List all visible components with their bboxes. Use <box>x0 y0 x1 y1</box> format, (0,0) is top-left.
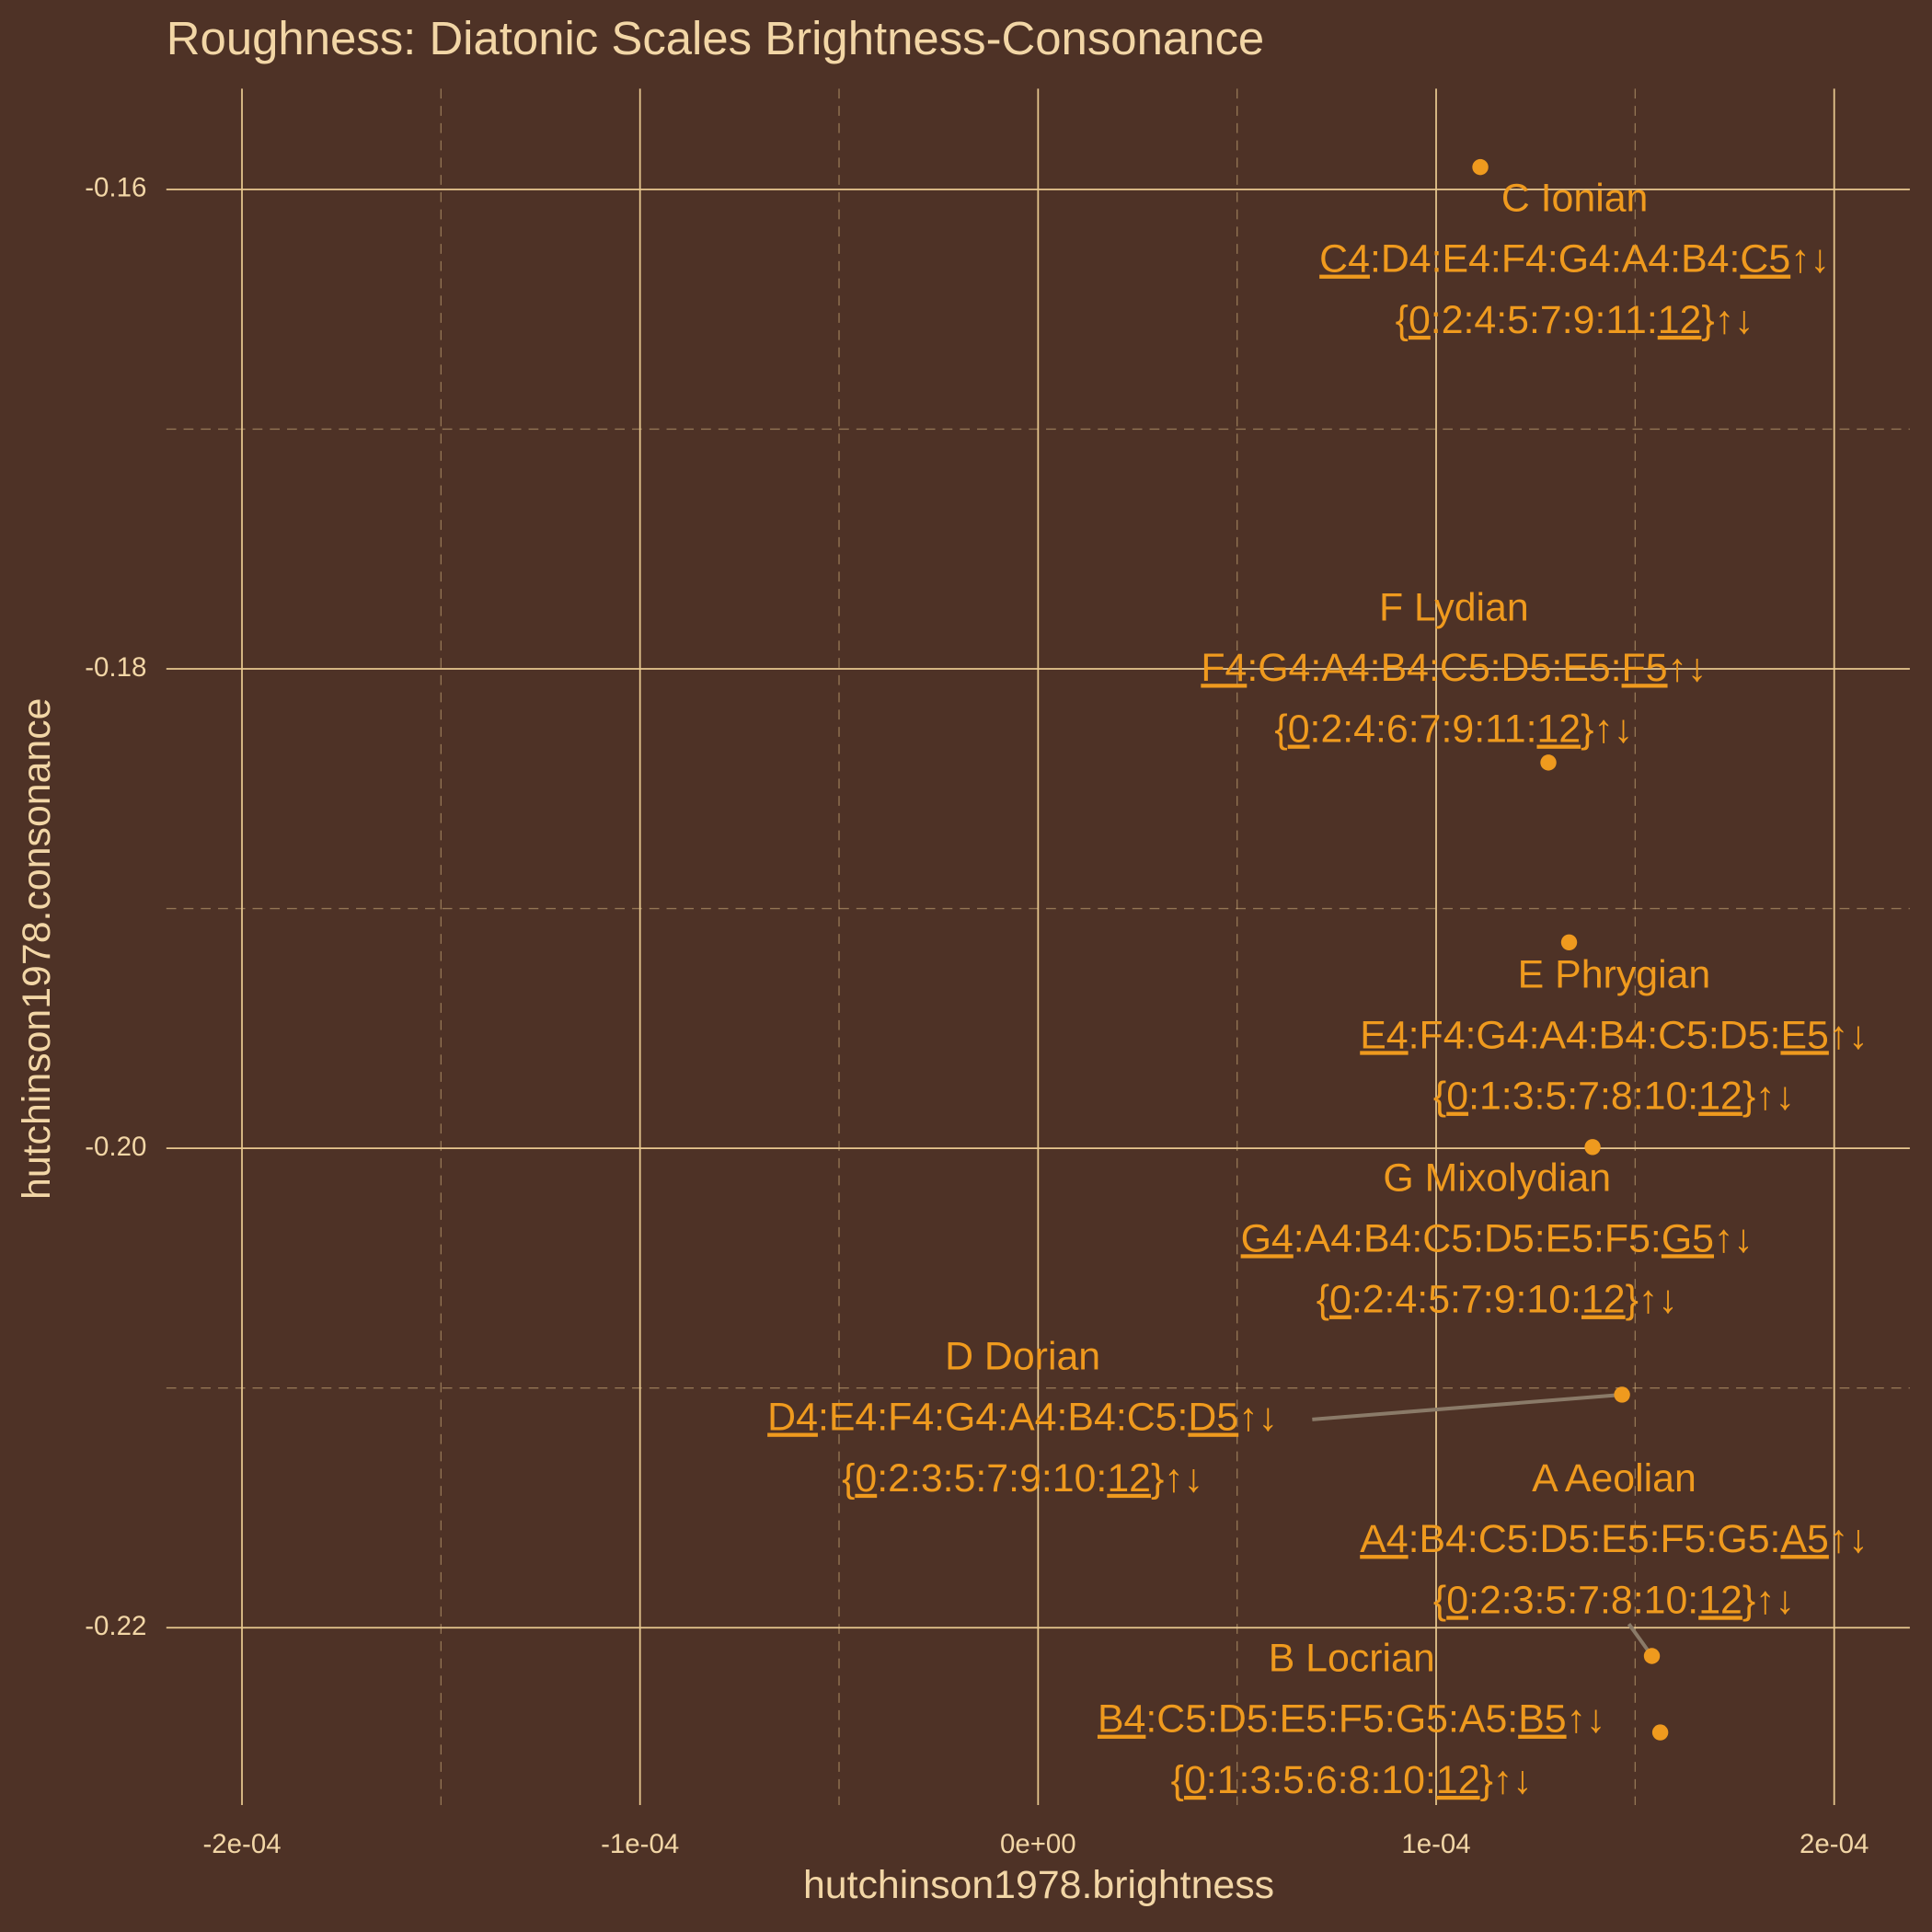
y-tick-label: -0.20 <box>85 1132 146 1162</box>
point-label: G4:A4:B4:C5:D5:E5:F5:G5↑↓ <box>1241 1217 1754 1261</box>
point-label: D Dorian <box>945 1335 1100 1379</box>
point-label: {0:2:4:6:7:9:11:12}↑↓ <box>1274 707 1633 752</box>
point-label: B Locrian <box>1269 1637 1435 1681</box>
point <box>1540 754 1557 771</box>
x-axis-label: hutchinson1978.brightness <box>803 1863 1274 1907</box>
point-label: D4:E4:F4:G4:A4:B4:C5:D5↑↓ <box>767 1396 1278 1440</box>
point-label: B4:C5:D5:E5:F5:G5:A5:B5↑↓ <box>1098 1697 1605 1742</box>
point-label: {0:2:4:5:7:9:10:12}↑↓ <box>1317 1278 1678 1322</box>
point <box>1560 934 1578 950</box>
point <box>1614 1386 1630 1403</box>
point <box>1584 1139 1601 1156</box>
leader-line <box>1312 1392 1623 1421</box>
point <box>1651 1724 1669 1741</box>
point <box>1643 1648 1661 1664</box>
point-label: {0:2:3:5:7:8:10:12}↑↓ <box>1433 1579 1795 1623</box>
point-label: E Phrygian <box>1518 952 1711 996</box>
point-label: {0:2:4:5:7:9:11:12}↑↓ <box>1396 298 1754 342</box>
y-tick-label: -0.18 <box>85 652 146 683</box>
point-label: A4:B4:C5:D5:E5:F5:G5:A5↑↓ <box>1360 1517 1868 1561</box>
x-tick-label: -2e-04 <box>202 1829 281 1859</box>
point-label: E4:F4:G4:A4:B4:C5:D5:E5↑↓ <box>1360 1014 1868 1058</box>
point-label: {0:1:3:5:7:8:10:12}↑↓ <box>1433 1075 1795 1119</box>
y-tick-label: -0.16 <box>85 173 146 203</box>
y-tick-label: -0.22 <box>85 1611 146 1641</box>
point-label: {0:2:3:5:7:9:10:12}↑↓ <box>842 1456 1203 1501</box>
point <box>1472 158 1489 176</box>
x-tick-label: -1e-04 <box>601 1829 679 1859</box>
point-label: {0:1:3:5:6:8:10:12}↑↓ <box>1171 1758 1533 1802</box>
point-label: C Ionian <box>1501 177 1649 221</box>
x-tick-label: 2e-04 <box>1800 1829 1869 1859</box>
x-tick-label: 1e-04 <box>1401 1829 1470 1859</box>
point-label: F4:G4:A4:B4:C5:D5:E5:F5↑↓ <box>1201 647 1707 691</box>
chart-title: Roughness: Diatonic Scales Brightness-Co… <box>167 12 1264 64</box>
point-label: A Aeolian <box>1532 1456 1696 1501</box>
x-tick-label: 0e+00 <box>1000 1829 1076 1859</box>
y-axis-label: hutchinson1978.consonance <box>15 697 59 1200</box>
point-label: G Mixolydian <box>1383 1156 1611 1200</box>
point-label: C4:D4:E4:F4:G4:A4:B4:C5↑↓ <box>1319 237 1830 282</box>
point-label: F Lydian <box>1379 585 1529 629</box>
